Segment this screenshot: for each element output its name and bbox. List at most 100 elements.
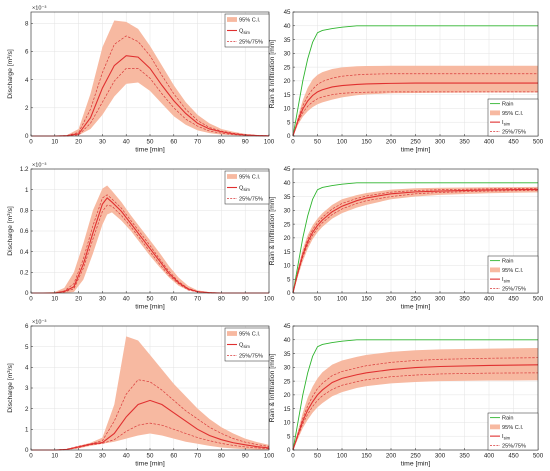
y-tick-label: 45 — [284, 166, 291, 173]
legend-entry: Isim — [502, 120, 511, 127]
legend-entry: 25%/75% — [502, 286, 526, 292]
x-axis-label: time [min] — [401, 147, 431, 154]
legend-entry: Rain — [502, 102, 514, 108]
y-tick-label: 0 — [25, 290, 29, 297]
legend-entry: 95% C.I. — [502, 268, 524, 274]
x-tick-label: 0 — [29, 453, 33, 460]
y-tick-label: 4 — [25, 365, 29, 372]
legend-entry: 25%/75% — [502, 129, 526, 135]
x-tick-label: 400 — [484, 453, 495, 460]
y-tick-label: 40 — [284, 23, 291, 30]
y-tick-label: 35 — [284, 37, 291, 44]
x-tick-label: 50 — [314, 296, 321, 303]
y-tick-label: 30 — [284, 208, 291, 215]
y-tick-label: 35 — [284, 194, 291, 201]
y-tick-label: 35 — [284, 351, 291, 358]
legend-entry: Isim — [502, 434, 511, 441]
y-tick-label: 1 — [25, 187, 29, 194]
median-line — [31, 55, 270, 137]
x-tick-label: 80 — [218, 453, 225, 460]
x-tick-label: 450 — [508, 453, 519, 460]
x-tick-label: 40 — [123, 296, 130, 303]
x-tick-label: 0 — [29, 139, 33, 146]
y-tick-label: 2 — [25, 105, 29, 112]
x-tick-label: 350 — [459, 453, 470, 460]
median-line — [292, 364, 539, 451]
x-tick-label: 90 — [242, 139, 249, 146]
x-tick-label: 500 — [533, 296, 544, 303]
q25-line — [292, 372, 539, 451]
y-tick-label: 2 — [25, 406, 29, 413]
x-tick-label: 50 — [314, 139, 321, 146]
y-tick-label: 0 — [25, 447, 29, 454]
q25-line — [31, 68, 270, 137]
panel-c: 0 10 20 30 40 50 60 70 80 90 100 0 0.2 0.4 0.6 0.8 1 1.2 t… — [7, 163, 275, 311]
y-tick-label: 5 — [287, 119, 291, 126]
x-tick-label: 50 — [147, 296, 154, 303]
x-tick-label: 400 — [484, 139, 495, 146]
legend-entry: 95% C.I. — [502, 111, 524, 117]
x-tick-label: 50 — [147, 453, 154, 460]
x-tick-label: 50 — [147, 139, 154, 146]
x-tick-label: 300 — [435, 453, 446, 460]
legend-swatch-ci — [490, 110, 500, 116]
y-tick-label: 20 — [284, 392, 291, 399]
x-tick-label: 20 — [75, 453, 82, 460]
median-line — [31, 399, 270, 451]
legend-swatch-ci — [490, 424, 500, 430]
legend-entry: 25%/75% — [239, 40, 263, 46]
y-tick-label: 5 — [287, 276, 291, 283]
x-tick-label: 200 — [386, 139, 397, 146]
legend: 95% C.I. Qsim 25%/75% — [224, 327, 270, 362]
x-tick-label: 100 — [264, 453, 275, 460]
y-axis-label: Discharge [m³/s] — [7, 49, 14, 99]
y-exponent-label: ×10⁻³ — [32, 320, 46, 326]
y-tick-label: 3 — [25, 385, 29, 392]
rain-line — [292, 182, 538, 294]
x-tick-label: 0 — [291, 453, 295, 460]
legend-swatch-ci — [227, 174, 237, 179]
legend: Rain 95% C.I. Isim 25%/75% — [487, 255, 539, 294]
q25-line — [292, 190, 539, 294]
y-axis-label: Rain & Infiltration [mm] — [269, 354, 276, 423]
y-tick-label: 45 — [284, 9, 291, 16]
x-tick-label: 150 — [361, 296, 372, 303]
x-tick-label: 450 — [508, 139, 519, 146]
x-tick-label: 0 — [291, 139, 295, 146]
x-tick-label: 200 — [386, 453, 397, 460]
legend-entry: Qsim — [239, 29, 250, 36]
x-tick-label: 70 — [194, 453, 201, 460]
x-tick-label: 10 — [51, 139, 58, 146]
y-tick-label: 0 — [25, 133, 29, 140]
y-tick-label: 45 — [284, 323, 291, 330]
x-tick-label: 200 — [386, 296, 397, 303]
x-tick-label: 300 — [435, 139, 446, 146]
legend: 95% C.I. Qsim 25%/75% — [224, 170, 270, 205]
legend-entry: Rain — [502, 259, 514, 265]
x-tick-label: 30 — [99, 453, 106, 460]
legend-entry: 95% C.I. — [239, 332, 261, 338]
y-tick-label: 0.6 — [20, 228, 29, 235]
legend-entry: Qsim — [239, 343, 250, 350]
q25-line — [292, 91, 538, 137]
x-tick-label: 60 — [170, 139, 177, 146]
panel-e: 0 10 20 30 40 50 60 70 80 90 100 0 1 2 3 4 5 6 time [min] D… — [7, 320, 275, 468]
y-axis-label: Discharge [m³/s] — [7, 363, 14, 413]
x-tick-label: 60 — [170, 296, 177, 303]
x-tick-label: 500 — [533, 453, 544, 460]
x-tick-label: 30 — [99, 296, 106, 303]
legend-swatch-ci — [227, 331, 237, 336]
legend-entry: 25%/75% — [502, 443, 526, 449]
x-tick-label: 20 — [75, 139, 82, 146]
legend-entry: 95% C.I. — [239, 175, 261, 181]
y-tick-label: 40 — [284, 180, 291, 187]
y-tick-label: 10 — [284, 420, 291, 427]
x-tick-label: 90 — [242, 453, 249, 460]
rain-line — [292, 339, 538, 451]
y-tick-label: 6 — [25, 323, 29, 330]
y-tick-label: 5 — [25, 344, 29, 351]
y-tick-label: 25 — [284, 221, 291, 228]
y-tick-label: 30 — [284, 365, 291, 372]
median-line — [292, 82, 538, 137]
x-tick-label: 250 — [410, 296, 421, 303]
